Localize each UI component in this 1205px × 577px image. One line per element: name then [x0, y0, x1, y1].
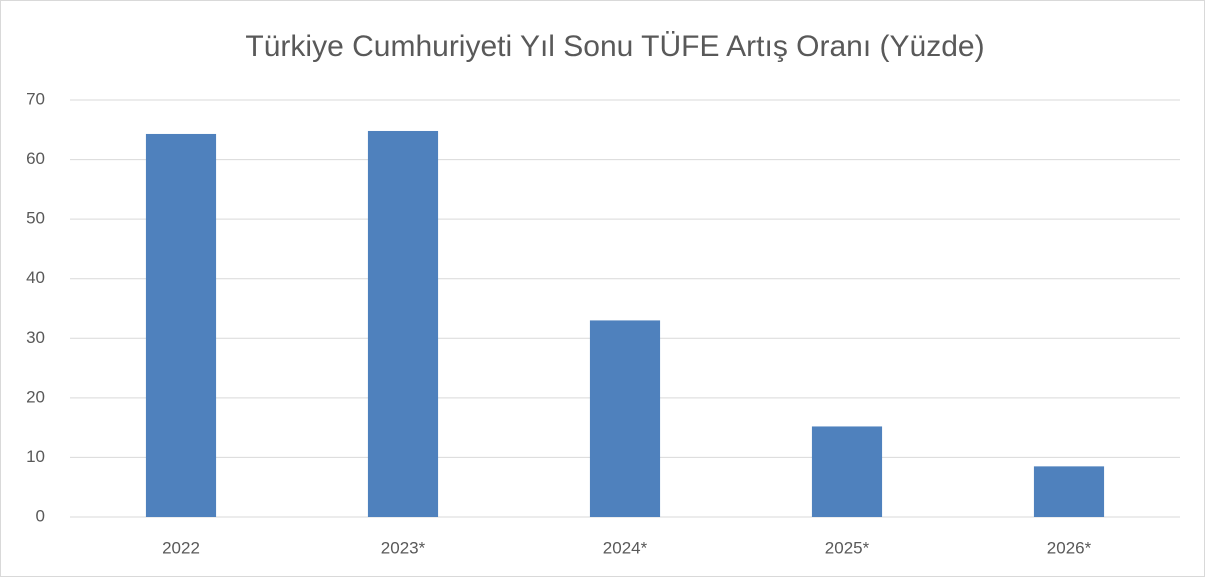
- y-tick-label: 10: [26, 447, 45, 466]
- y-tick-label: 50: [26, 209, 45, 228]
- bar: [145, 133, 217, 517]
- bar: [811, 426, 883, 517]
- y-tick-label: 20: [26, 387, 45, 406]
- y-tick-label: 40: [26, 268, 45, 287]
- bar: [589, 320, 661, 517]
- y-tick-label: 0: [36, 506, 45, 525]
- y-tick-label: 70: [26, 89, 45, 108]
- bar: [367, 130, 439, 517]
- bar: [1033, 466, 1105, 517]
- x-tick-label: 2024*: [603, 538, 648, 557]
- x-tick-label: 2026*: [1047, 538, 1092, 557]
- y-tick-label: 60: [26, 149, 45, 168]
- x-tick-label: 2023*: [381, 538, 426, 557]
- x-tick-label: 2025*: [825, 538, 870, 557]
- chart-title: Türkiye Cumhuriyeti Yıl Sonu TÜFE Artış …: [245, 30, 984, 63]
- x-tick-label: 2022: [162, 538, 200, 557]
- y-tick-label: 30: [26, 328, 45, 347]
